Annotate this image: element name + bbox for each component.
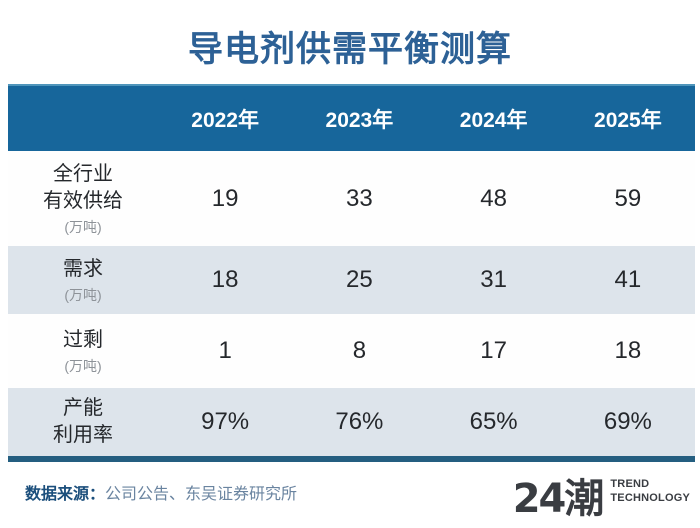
value-cell: 18 (211, 266, 239, 293)
column-header-2023: 2023年 (325, 108, 394, 132)
value-cell: 18 (614, 337, 642, 364)
value-cell: 33 (346, 184, 373, 212)
value-cell: 65% (469, 408, 518, 435)
row-unit: (万吨) (64, 218, 102, 235)
row-label-demand: 需求 (万吨) (8, 256, 158, 305)
row-unit: (万吨) (64, 357, 102, 374)
value-cell: 19 (211, 184, 239, 212)
value-cell: 8 (352, 337, 367, 364)
row-label-line: 利用率 (53, 424, 113, 446)
supply-demand-table: 2022年 2023年 2024年 2025年 全行业 有效供给 (万吨) 19… (8, 84, 695, 462)
data-source-label: 数据来源： (25, 486, 106, 503)
table-row-demand: 需求 (万吨) 18 25 31 41 (8, 246, 695, 314)
logo-tagline: TREND TECHNOLOGY (610, 477, 690, 506)
value-cell: 17 (480, 337, 507, 364)
value-cell: 41 (614, 266, 642, 293)
value-cell: 97% (201, 408, 250, 435)
row-label-line: 产能 (63, 397, 103, 419)
row-label-line: 有效供给 (43, 189, 123, 212)
row-label-surplus: 过剩 (万吨) (8, 327, 158, 376)
data-source: 数据来源：公司公告、东吴证券研究所 (25, 480, 297, 504)
row-label-utilization: 产能 利用率 (8, 395, 158, 449)
column-header-2025: 2025年 (594, 108, 662, 132)
logo-24chao-mark: 24潮 (512, 476, 605, 522)
value-cell: 31 (480, 266, 507, 293)
page-title: 导电剂供需平衡测算 (187, 30, 512, 69)
table-row-supply: 全行业 有效供给 (万吨) 19 33 48 59 (8, 151, 695, 246)
value-cell: 59 (614, 184, 642, 212)
value-cell: 1 (218, 337, 232, 364)
column-header-2024: 2024年 (459, 108, 528, 132)
logo-tagline-line1: TREND (610, 477, 650, 490)
brand-logo: 24潮 TREND TECHNOLOGY (513, 466, 690, 524)
value-cell: 76% (335, 408, 384, 435)
value-cell: 48 (480, 184, 507, 212)
table-row-utilization: 产能 利用率 97% 76% 65% 69% (8, 388, 695, 456)
row-label-supply: 全行业 有效供给 (万吨) (8, 161, 158, 237)
row-label-line: 全行业 (53, 162, 113, 185)
value-cell: 69% (603, 408, 652, 435)
column-header-2022: 2022年 (191, 108, 259, 132)
row-unit: (万吨) (64, 286, 102, 303)
row-label-line: 过剩 (63, 328, 103, 351)
data-source-text: 公司公告、东吴证券研究所 (105, 486, 298, 503)
table-bottom-accent-bar (8, 456, 695, 462)
row-label-line: 需求 (63, 257, 103, 280)
logo-tagline-line2: TECHNOLOGY (610, 492, 690, 504)
table-header-row: 2022年 2023年 2024年 2025年 (8, 84, 695, 151)
table-row-surplus: 过剩 (万吨) 1 8 17 18 (8, 314, 695, 388)
value-cell: 25 (346, 266, 373, 293)
